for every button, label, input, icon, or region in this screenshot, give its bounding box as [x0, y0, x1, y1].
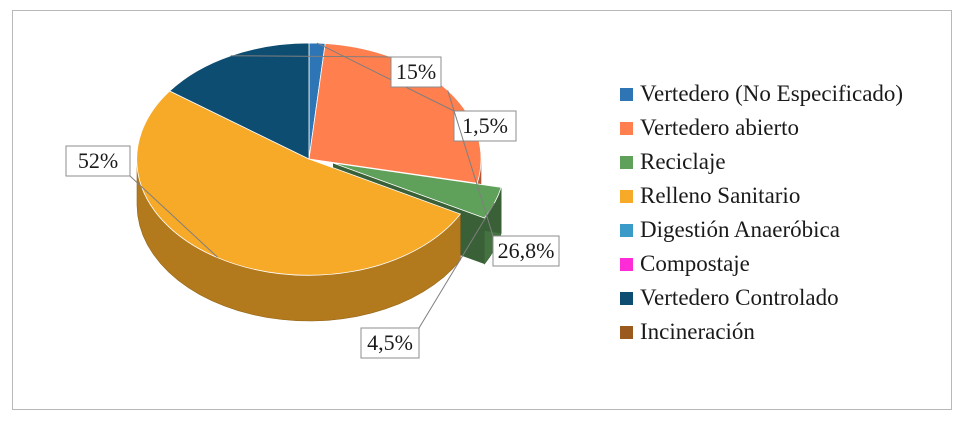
legend-swatch — [620, 189, 633, 203]
legend-item: Vertedero abierto — [620, 111, 903, 145]
legend-item: Vertedero Controlado — [620, 281, 903, 315]
pie-tops — [136, 42, 502, 276]
data-label: 15% — [396, 59, 436, 84]
data-label-leader — [230, 55, 392, 58]
legend-item: Digestión Anaeróbica — [620, 213, 903, 247]
legend-label: Reciclaje — [640, 149, 726, 174]
data-label: 52% — [78, 148, 118, 173]
legend-item: Relleno Sanitario — [620, 179, 903, 213]
data-label-leader — [316, 42, 455, 112]
data-label-box — [360, 327, 420, 359]
legend-item: Reciclaje — [620, 145, 903, 179]
legend-swatch — [620, 155, 633, 169]
data-label-box — [492, 235, 560, 267]
chart-legend: Vertedero (No Especificado) Vertedero ab… — [620, 77, 903, 349]
legend-item: Incineración — [620, 315, 903, 349]
pie-chart-plot: 1,5% 26,8% 4,5% 52% 15% — [65, 42, 560, 359]
legend-swatch — [620, 121, 633, 135]
legend-swatch — [620, 87, 633, 101]
legend-label: Digestión Anaeróbica — [640, 217, 840, 242]
legend-label: Vertedero abierto — [640, 115, 800, 140]
legend-label: Relleno Sanitario — [640, 183, 801, 208]
pie-slice — [332, 162, 502, 219]
data-label-leader — [447, 90, 494, 237]
data-label: 26,8% — [498, 238, 555, 263]
legend-label: Vertedero (No Especificado) — [640, 81, 904, 106]
data-label: 1,5% — [462, 113, 508, 138]
legend-item: Vertedero (No Especificado) — [620, 77, 903, 111]
chart-frame: 1,5% 26,8% 4,5% 52% 15% Vertedero (No Especi… — [12, 10, 952, 410]
data-label-leader — [129, 175, 218, 258]
legend-swatch — [620, 291, 633, 305]
legend-swatch — [620, 223, 633, 237]
data-label-leader — [418, 202, 495, 329]
legend-swatch — [620, 325, 633, 339]
legend-label: Compostaje — [640, 251, 750, 276]
legend-label: Incineración — [640, 319, 755, 344]
data-label-box — [453, 110, 517, 142]
data-label: 4,5% — [367, 330, 413, 355]
data-label-box — [390, 56, 442, 88]
legend-swatch — [620, 257, 633, 271]
legend-item: Compostaje — [620, 247, 903, 281]
legend-label: Vertedero Controlado — [640, 285, 839, 310]
pie-data-labels: 1,5% 26,8% 4,5% 52% 15% — [65, 42, 560, 359]
data-label-box — [65, 145, 131, 177]
